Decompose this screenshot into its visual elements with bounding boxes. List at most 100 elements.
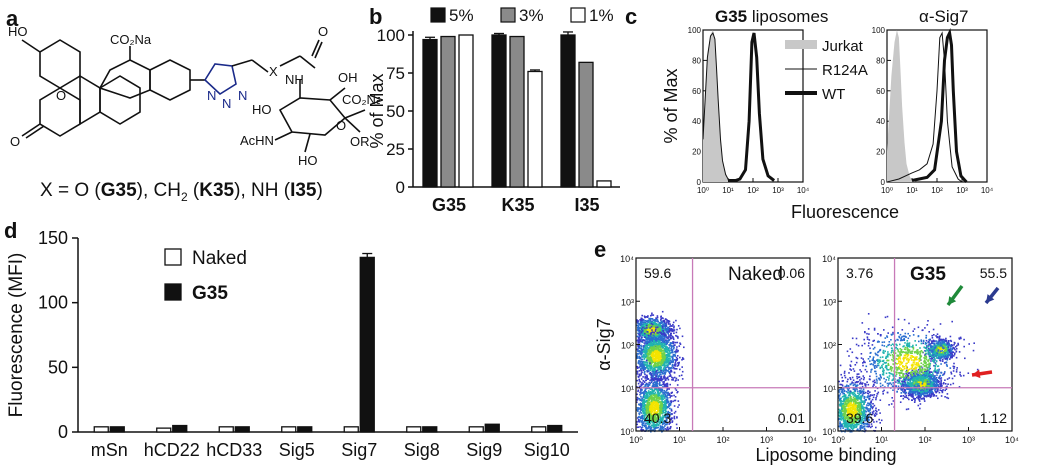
atom-oh1: OH bbox=[338, 70, 358, 85]
bar bbox=[578, 61, 594, 188]
x-tick-label: 10¹ bbox=[722, 186, 734, 195]
atom-o-amide: O bbox=[318, 24, 328, 39]
y-tick-label: 100 bbox=[688, 26, 702, 35]
bar bbox=[406, 426, 422, 433]
x-tick-label: 10¹ bbox=[875, 435, 888, 445]
y-tick-label: 80 bbox=[876, 56, 885, 65]
y-tick-label: 10⁰ bbox=[822, 427, 836, 437]
atom-co2na-sugar: CO₂Na bbox=[342, 92, 380, 107]
atom-n1: N bbox=[207, 88, 216, 103]
bar bbox=[93, 426, 109, 433]
bar bbox=[509, 35, 525, 188]
quadrant-ul: 3.76 bbox=[846, 265, 873, 281]
y-tick-label: 20 bbox=[876, 148, 885, 157]
y-tick-label: 25 bbox=[386, 140, 405, 159]
panel-b-bar-chart: b 0 25 50 75 100 % of Max 5% 3% 1% G35 K35 I35 bbox=[367, 4, 620, 215]
category-label: mSn bbox=[91, 440, 128, 460]
histogram-wt bbox=[728, 32, 776, 182]
x-tick-label: 10² bbox=[716, 435, 729, 445]
panel-label-e: e bbox=[594, 237, 606, 262]
subplot-title: G35 bbox=[910, 264, 946, 285]
x-tick-label: 10⁴ bbox=[1005, 435, 1019, 445]
bar bbox=[109, 426, 125, 433]
atom-n3: N bbox=[238, 88, 247, 103]
bar bbox=[484, 423, 500, 433]
x-tick-label: 10⁴ bbox=[797, 186, 810, 195]
x-tick-label: 10³ bbox=[760, 435, 773, 445]
legend-label: 1% bbox=[589, 6, 614, 25]
atom-ho2: HO bbox=[252, 102, 272, 117]
y-tick-label: 10⁰ bbox=[620, 427, 634, 437]
x-tick-label: 10³ bbox=[962, 435, 975, 445]
legend-swatch-jurkat bbox=[785, 40, 817, 49]
bar bbox=[218, 426, 234, 433]
bar bbox=[422, 426, 438, 433]
y-tick-label: 60 bbox=[876, 87, 885, 96]
atom-co2na-top: CO₂Na bbox=[110, 32, 152, 47]
legend-label: 5% bbox=[449, 6, 474, 25]
y-tick-label: 0 bbox=[697, 178, 702, 187]
y-tick-label: 20 bbox=[692, 148, 701, 157]
x-tick-label: 10¹ bbox=[906, 186, 918, 195]
quadrant-ll: 40.3 bbox=[644, 410, 671, 426]
x-tick-label: 10¹ bbox=[673, 435, 686, 445]
x-tick-label: 10⁴ bbox=[981, 186, 994, 195]
legend-swatch-1 bbox=[500, 7, 516, 23]
y-tick-label: 10¹ bbox=[823, 384, 836, 394]
x-tick-label: 10⁰ bbox=[629, 435, 643, 445]
category-label: Sig10 bbox=[524, 440, 570, 460]
y-axis-label: % of Max bbox=[367, 73, 387, 148]
atom-o-pyran: O bbox=[336, 118, 346, 133]
category-label: G35 bbox=[432, 195, 466, 215]
histogram-jurkat bbox=[703, 30, 732, 182]
x-tick-label: 10³ bbox=[956, 186, 968, 195]
quadrant-ur: 55.5 bbox=[980, 265, 1007, 281]
legend-label: R124A bbox=[822, 62, 868, 79]
y-tick-label: 100 bbox=[377, 26, 405, 45]
y-tick-label: 10² bbox=[823, 341, 836, 351]
x-tick-label: 10² bbox=[931, 186, 943, 195]
category-label: Sig9 bbox=[466, 440, 502, 460]
scatter-points bbox=[838, 313, 979, 433]
y-tick-label: 60 bbox=[692, 87, 701, 96]
bar bbox=[560, 34, 576, 188]
x-tick-label: 10⁰ bbox=[881, 186, 893, 195]
panel-label-a: a bbox=[6, 6, 19, 31]
bar bbox=[527, 70, 543, 188]
y-tick-label: 50 bbox=[48, 357, 68, 377]
y-tick-label: 0 bbox=[881, 178, 886, 187]
legend-swatch-2 bbox=[570, 7, 586, 23]
bar bbox=[531, 426, 547, 433]
quadrant-lr: 1.12 bbox=[980, 410, 1007, 426]
bar bbox=[468, 426, 484, 433]
y-tick-label: 10⁴ bbox=[822, 254, 836, 264]
x-tick-label: 10⁴ bbox=[803, 435, 817, 445]
x-tick-label: 10⁰ bbox=[831, 435, 845, 445]
panel-label-b: b bbox=[369, 4, 382, 29]
legend-swatch-0 bbox=[164, 248, 182, 266]
bar bbox=[156, 427, 172, 433]
bar bbox=[596, 180, 612, 188]
legend-label: WT bbox=[822, 86, 845, 103]
legend-label: Jurkat bbox=[822, 38, 864, 55]
atom-nh: NH bbox=[285, 72, 304, 87]
category-label: hCD22 bbox=[144, 440, 200, 460]
legend-swatch-0 bbox=[430, 7, 446, 23]
legend-label: 3% bbox=[519, 6, 544, 25]
y-tick-label: 150 bbox=[38, 228, 68, 248]
y-tick-label: 10³ bbox=[823, 297, 836, 307]
y-tick-label: 40 bbox=[692, 117, 701, 126]
y-tick-label: 10⁴ bbox=[620, 254, 634, 264]
legend-label: Naked bbox=[192, 248, 247, 269]
bar bbox=[547, 424, 563, 433]
bar bbox=[422, 38, 438, 188]
subplot-title: α-Sig7 bbox=[919, 7, 969, 26]
x-tick-label: 10² bbox=[918, 435, 931, 445]
atom-or: OR bbox=[350, 134, 370, 149]
subplot-title: G35 liposomes bbox=[715, 7, 828, 26]
scatter-points bbox=[636, 310, 685, 433]
quadrant-ul: 59.6 bbox=[644, 265, 671, 281]
y-tick-label: 75 bbox=[386, 64, 405, 83]
bar bbox=[359, 256, 375, 433]
